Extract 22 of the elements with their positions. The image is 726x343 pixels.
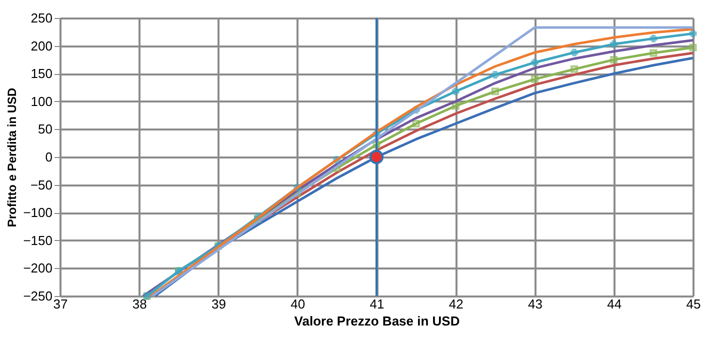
x-tick-label: 39 — [212, 296, 226, 312]
y-tick-label: −200 — [23, 260, 52, 276]
y-tick-label: −100 — [23, 205, 52, 220]
y-tick-label: −250 — [23, 288, 52, 304]
x-tick-label: 40 — [290, 296, 306, 312]
y-tick-label: 100 — [30, 94, 52, 109]
y-tick-label: 150 — [30, 66, 52, 82]
x-tick-label: 41 — [370, 296, 384, 312]
y-tick-label: 0 — [45, 150, 52, 164]
y-tick-label: −50 — [30, 177, 52, 192]
y-tick-label: 250 — [30, 10, 52, 26]
y-axis-title: Profitto e Perdita in USD — [5, 88, 20, 228]
y-tick-label: −150 — [23, 232, 52, 248]
x-tick-label: 37 — [53, 296, 68, 312]
y-tick-label: 200 — [30, 38, 52, 54]
x-tick-label: 42 — [448, 296, 464, 312]
x-tick-label: 38 — [132, 296, 147, 312]
x-axis-title: Valore Prezzo Base in USD — [294, 314, 460, 328]
y-tick-label: 50 — [38, 122, 52, 137]
x-tick-label: 45 — [686, 296, 701, 312]
x-tick-label: 44 — [607, 296, 622, 312]
x-tick-label: 43 — [528, 296, 542, 312]
